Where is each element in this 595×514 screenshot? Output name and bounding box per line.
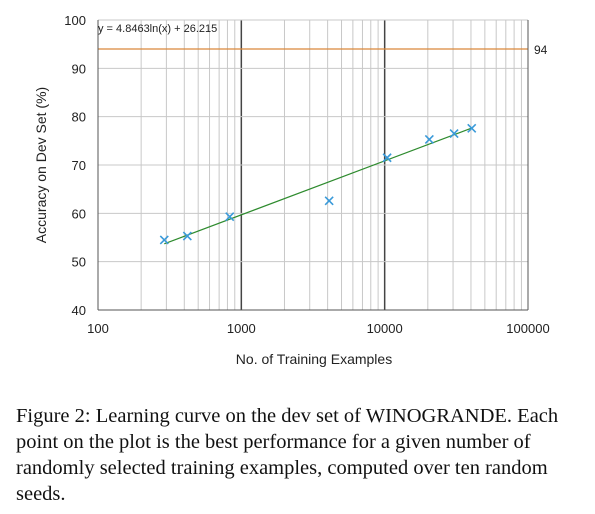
x-axis-title: No. of Training Examples — [236, 351, 392, 367]
data-point — [182, 231, 192, 241]
y-tick-label: 70 — [72, 158, 86, 173]
learning-curve-chart: 94 40 50 60 70 80 90 100 100 1000 10000 100000 y =… — [33, 13, 550, 367]
data-point — [424, 134, 434, 144]
data-point — [324, 196, 334, 206]
trendline-equation: y = 4.8463ln(x) + 26.215 — [98, 23, 217, 35]
y-axis-title: Accuracy on Dev Set (%) — [33, 87, 49, 243]
chart-canvas: 94 40 50 60 70 80 90 100 100 1000 10000 100000 y =… — [33, 13, 550, 367]
data-point-stroke — [467, 123, 477, 133]
y-tick-label: 60 — [72, 206, 86, 221]
x-tick-label: 10000 — [367, 321, 403, 336]
trendline — [164, 127, 472, 245]
y-tick-label: 90 — [72, 61, 86, 76]
y-tick-label: 100 — [64, 13, 86, 28]
x-tick-label: 100 — [87, 321, 109, 336]
data-point-stroke — [182, 231, 192, 241]
y-tick-label: 80 — [72, 110, 86, 125]
x-tick-label: 100000 — [506, 321, 549, 336]
tick-labels: 40 50 60 70 80 90 100 100 1000 10000 100000 — [64, 13, 549, 336]
data-point-stroke — [159, 235, 169, 245]
x-tick-label: 1000 — [227, 321, 256, 336]
data-points — [159, 123, 477, 245]
data-point — [467, 123, 477, 133]
reference-line-label: 94 — [534, 43, 548, 57]
data-point-stroke — [225, 212, 235, 222]
data-point — [159, 235, 169, 245]
data-point — [225, 212, 235, 222]
data-point-stroke — [324, 196, 334, 206]
data-point-stroke — [449, 129, 459, 139]
trendline-group — [164, 127, 472, 245]
figure-caption: Figure 2: Learning curve on the dev set … — [16, 405, 559, 505]
axes — [97, 20, 529, 311]
data-point-stroke — [382, 153, 392, 163]
data-point — [382, 153, 392, 163]
reference-line-group: 94 — [98, 43, 548, 57]
y-tick-label: 50 — [72, 255, 86, 270]
data-point — [449, 129, 459, 139]
data-point-stroke — [424, 134, 434, 144]
y-tick-label: 40 — [72, 303, 86, 318]
grid — [97, 19, 528, 311]
